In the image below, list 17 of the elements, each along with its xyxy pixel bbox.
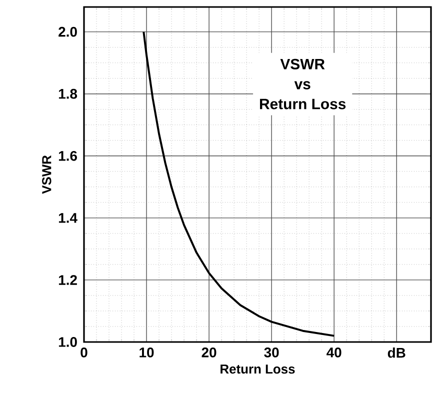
x-tick-label: 20	[202, 348, 216, 358]
y-tick-label: 1.4	[58, 213, 78, 223]
x-tick-label: 0	[80, 348, 88, 358]
y-tick-label: 1.2	[58, 275, 77, 285]
y-tick-label: 1.6	[58, 150, 77, 161]
y-axis-title: VSWR	[42, 155, 52, 194]
x-tick-label: dB	[388, 348, 406, 358]
y-tick-label: 2.0	[58, 26, 77, 37]
x-tick-label: 10	[140, 348, 154, 358]
x-axis-title: Return Loss	[220, 364, 295, 374]
x-tick-label: 30	[264, 348, 279, 358]
annotation: vs	[294, 81, 310, 90]
annotation: Return Loss	[260, 98, 346, 110]
x-tick-label: 40	[326, 348, 342, 358]
y-tick-label: 1.8	[58, 88, 78, 99]
y-tick-label: 1.0	[58, 337, 77, 347]
annotation: VSWR	[280, 58, 325, 70]
